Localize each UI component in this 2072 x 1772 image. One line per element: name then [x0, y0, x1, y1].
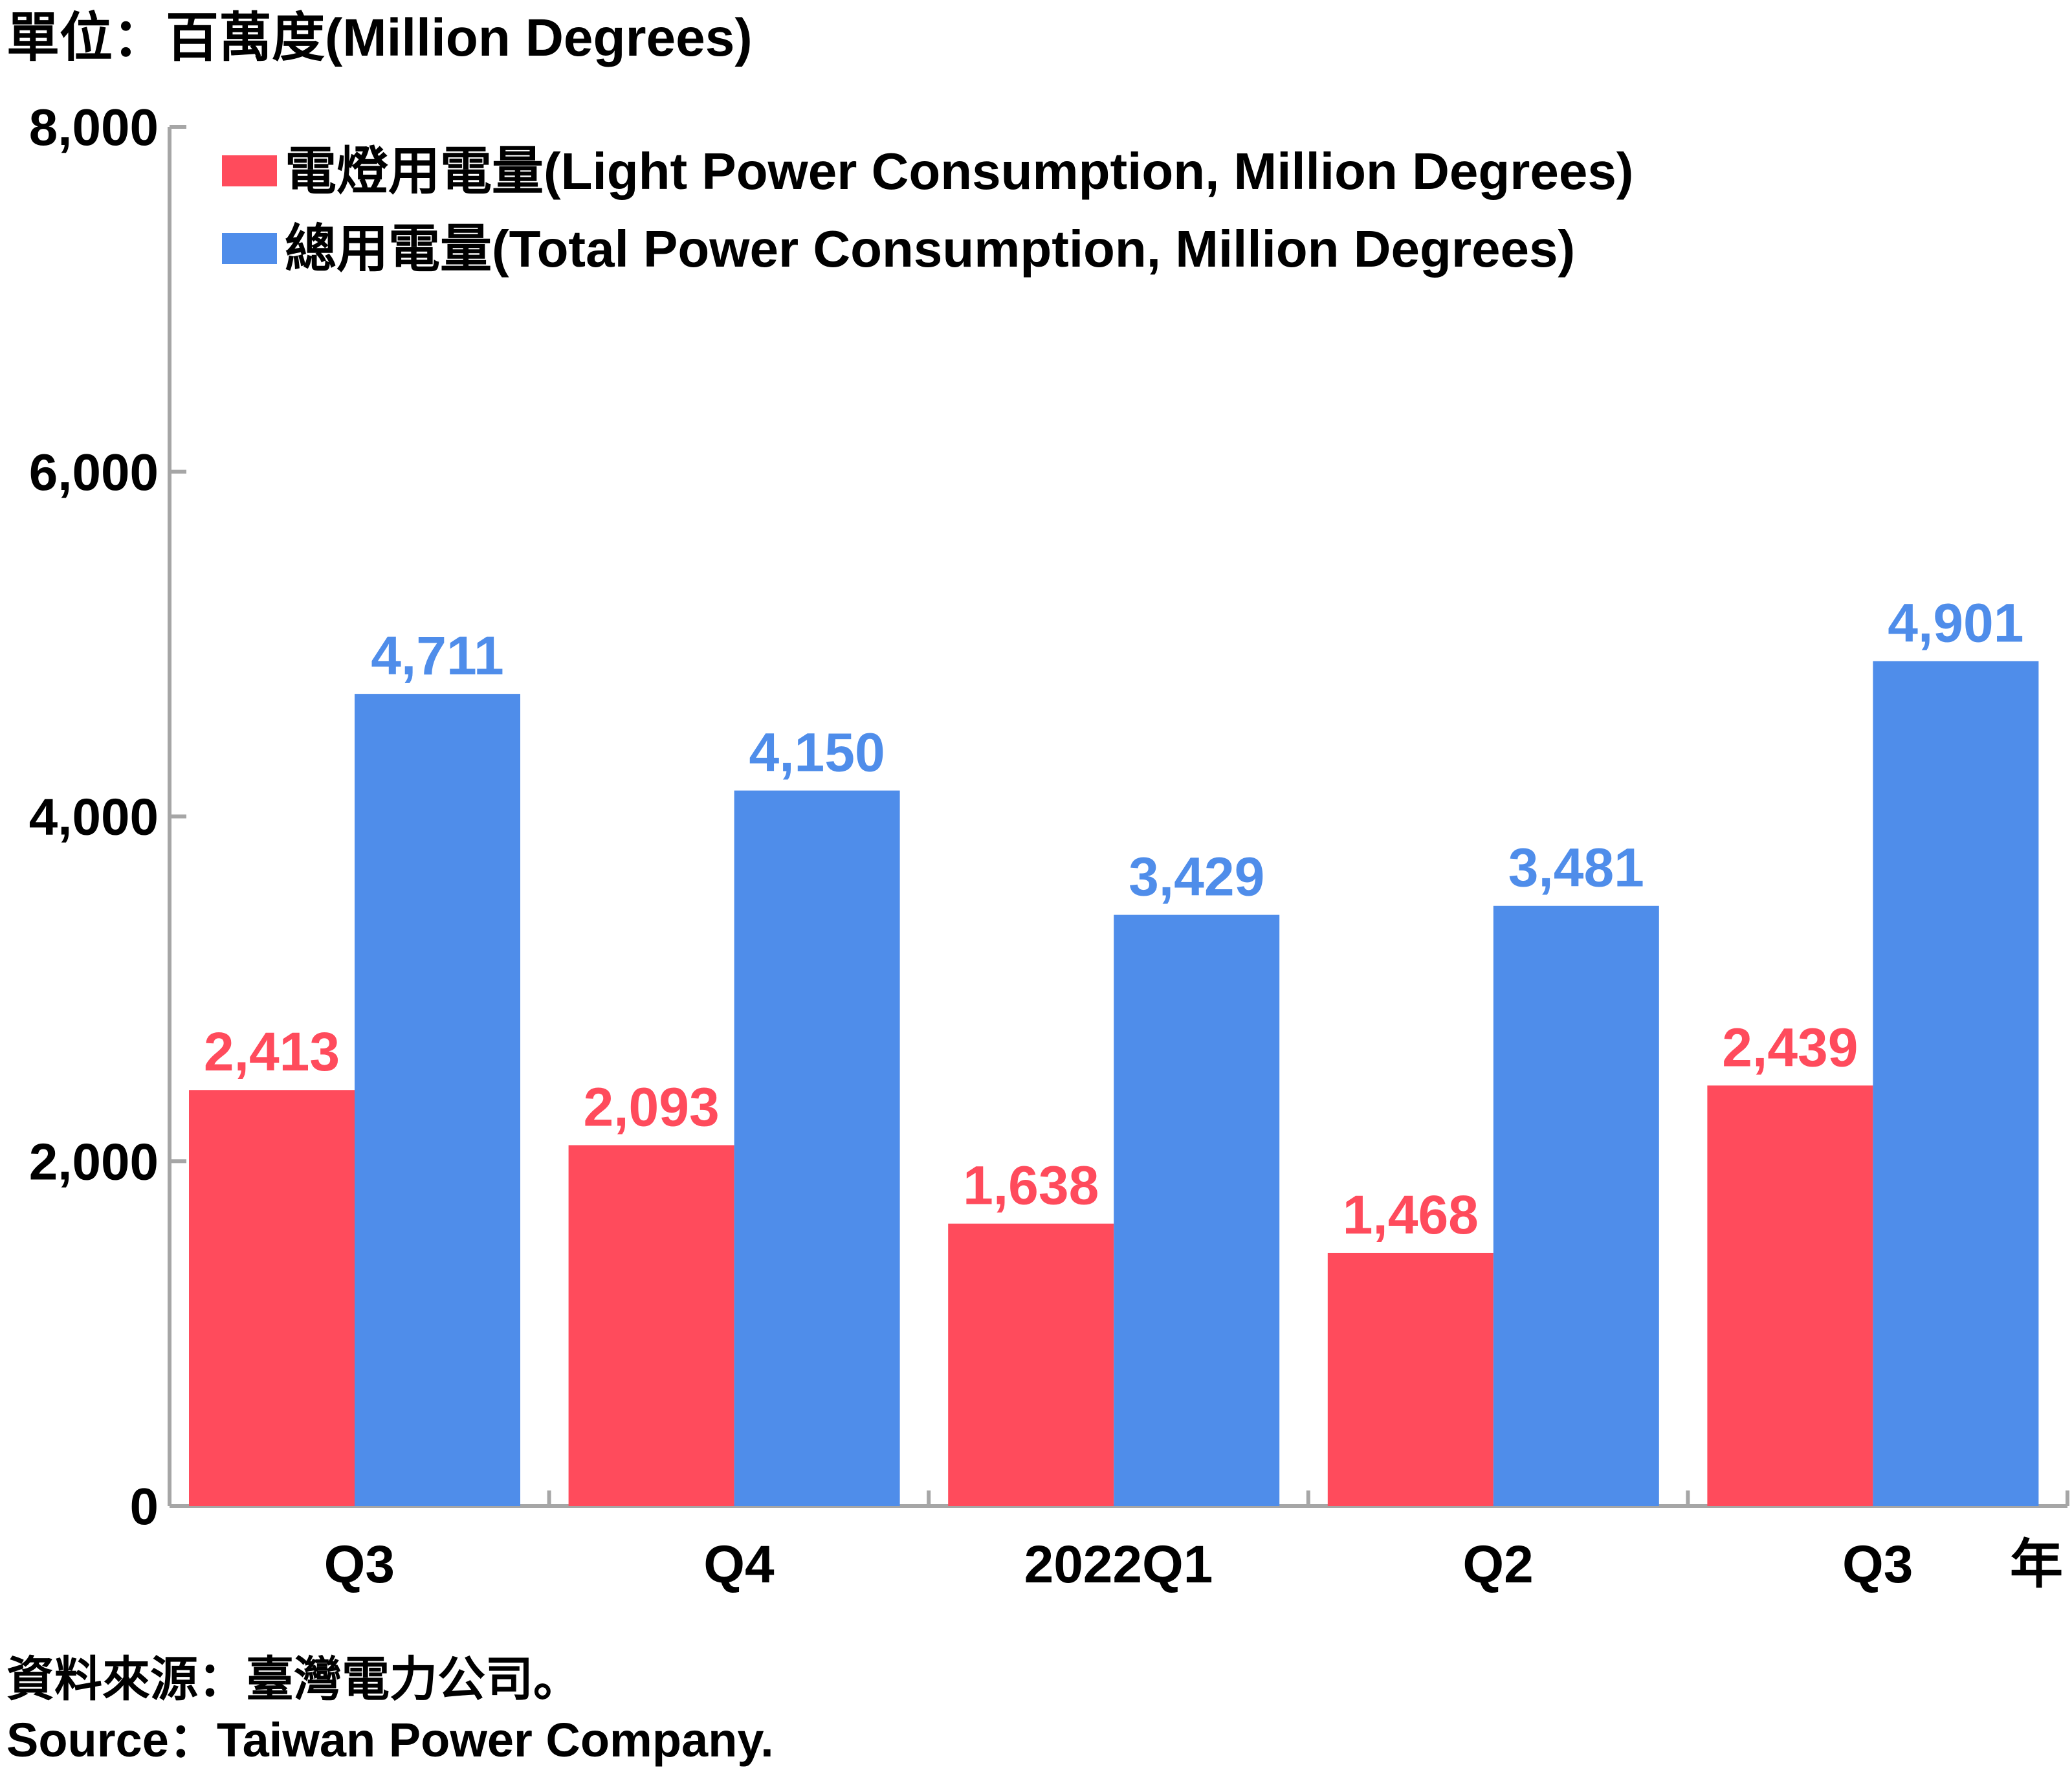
x-tick-label: Q4: [703, 1535, 775, 1594]
bar-total: [734, 790, 900, 1506]
y-tick-labels: 0 2,000 4,000 6,000 8,000: [29, 98, 159, 1535]
y-tick-label: 4,000: [29, 788, 159, 846]
data-label-total: 3,429: [1129, 847, 1264, 907]
x-tick-label: Q2: [1462, 1535, 1533, 1594]
legend-label-light: 電燈用電量(Light Power Consumption, Million D…: [285, 142, 1633, 200]
unit-label: 單位：百萬度(Million Degrees): [6, 8, 753, 67]
bars: [189, 661, 2039, 1507]
legend-label-total: 總用電量(Total Power Consumption, Million De…: [285, 220, 1575, 278]
bar-light: [189, 1090, 355, 1506]
data-label-light: 2,439: [1722, 1017, 1858, 1078]
legend-swatch-total: [222, 233, 277, 264]
x-tick-label: Q3: [324, 1535, 395, 1594]
y-tick-label: 0: [130, 1478, 159, 1535]
data-label-light: 1,468: [1343, 1184, 1479, 1245]
data-label-total: 4,150: [749, 722, 885, 783]
source-zh: 資料來源：臺灣電力公司。: [6, 1652, 581, 1706]
x-tick-labels: Q3 Q4 2022Q1 Q2 Q3: [324, 1535, 1913, 1594]
data-label-light: 2,413: [204, 1021, 340, 1082]
data-label-light: 2,093: [583, 1076, 719, 1137]
bar-total: [355, 694, 520, 1506]
y-tick-label: 8,000: [29, 98, 159, 156]
data-label-light: 1,638: [963, 1155, 1099, 1216]
y-tick-label: 2,000: [29, 1133, 159, 1190]
bar-total: [1873, 661, 2039, 1507]
bar-total: [1114, 914, 1280, 1506]
data-label-total: 4,901: [1888, 592, 2023, 653]
data-label-total: 3,481: [1508, 837, 1644, 898]
x-tick-label: 2022Q1: [1024, 1535, 1213, 1594]
source-en: Source：Taiwan Power Company.: [6, 1713, 774, 1767]
legend-swatch-light: [222, 155, 277, 186]
x-axis-suffix: 年: [2010, 1535, 2063, 1594]
bar-light: [948, 1223, 1114, 1506]
bar-labels: 2,413 4,711 2,093 4,150 1,638 3,429 1,468 3,481…: [204, 592, 2024, 1245]
bar-light: [1327, 1252, 1493, 1506]
legend: 電燈用電量(Light Power Consumption, Million D…: [222, 142, 1633, 278]
y-tick-label: 6,000: [29, 443, 159, 501]
x-tick-label: Q3: [1842, 1535, 1913, 1594]
data-label-total: 4,711: [371, 625, 504, 686]
bar-total: [1493, 905, 1659, 1506]
bar-light: [1707, 1085, 1873, 1506]
bar-light: [568, 1145, 734, 1506]
